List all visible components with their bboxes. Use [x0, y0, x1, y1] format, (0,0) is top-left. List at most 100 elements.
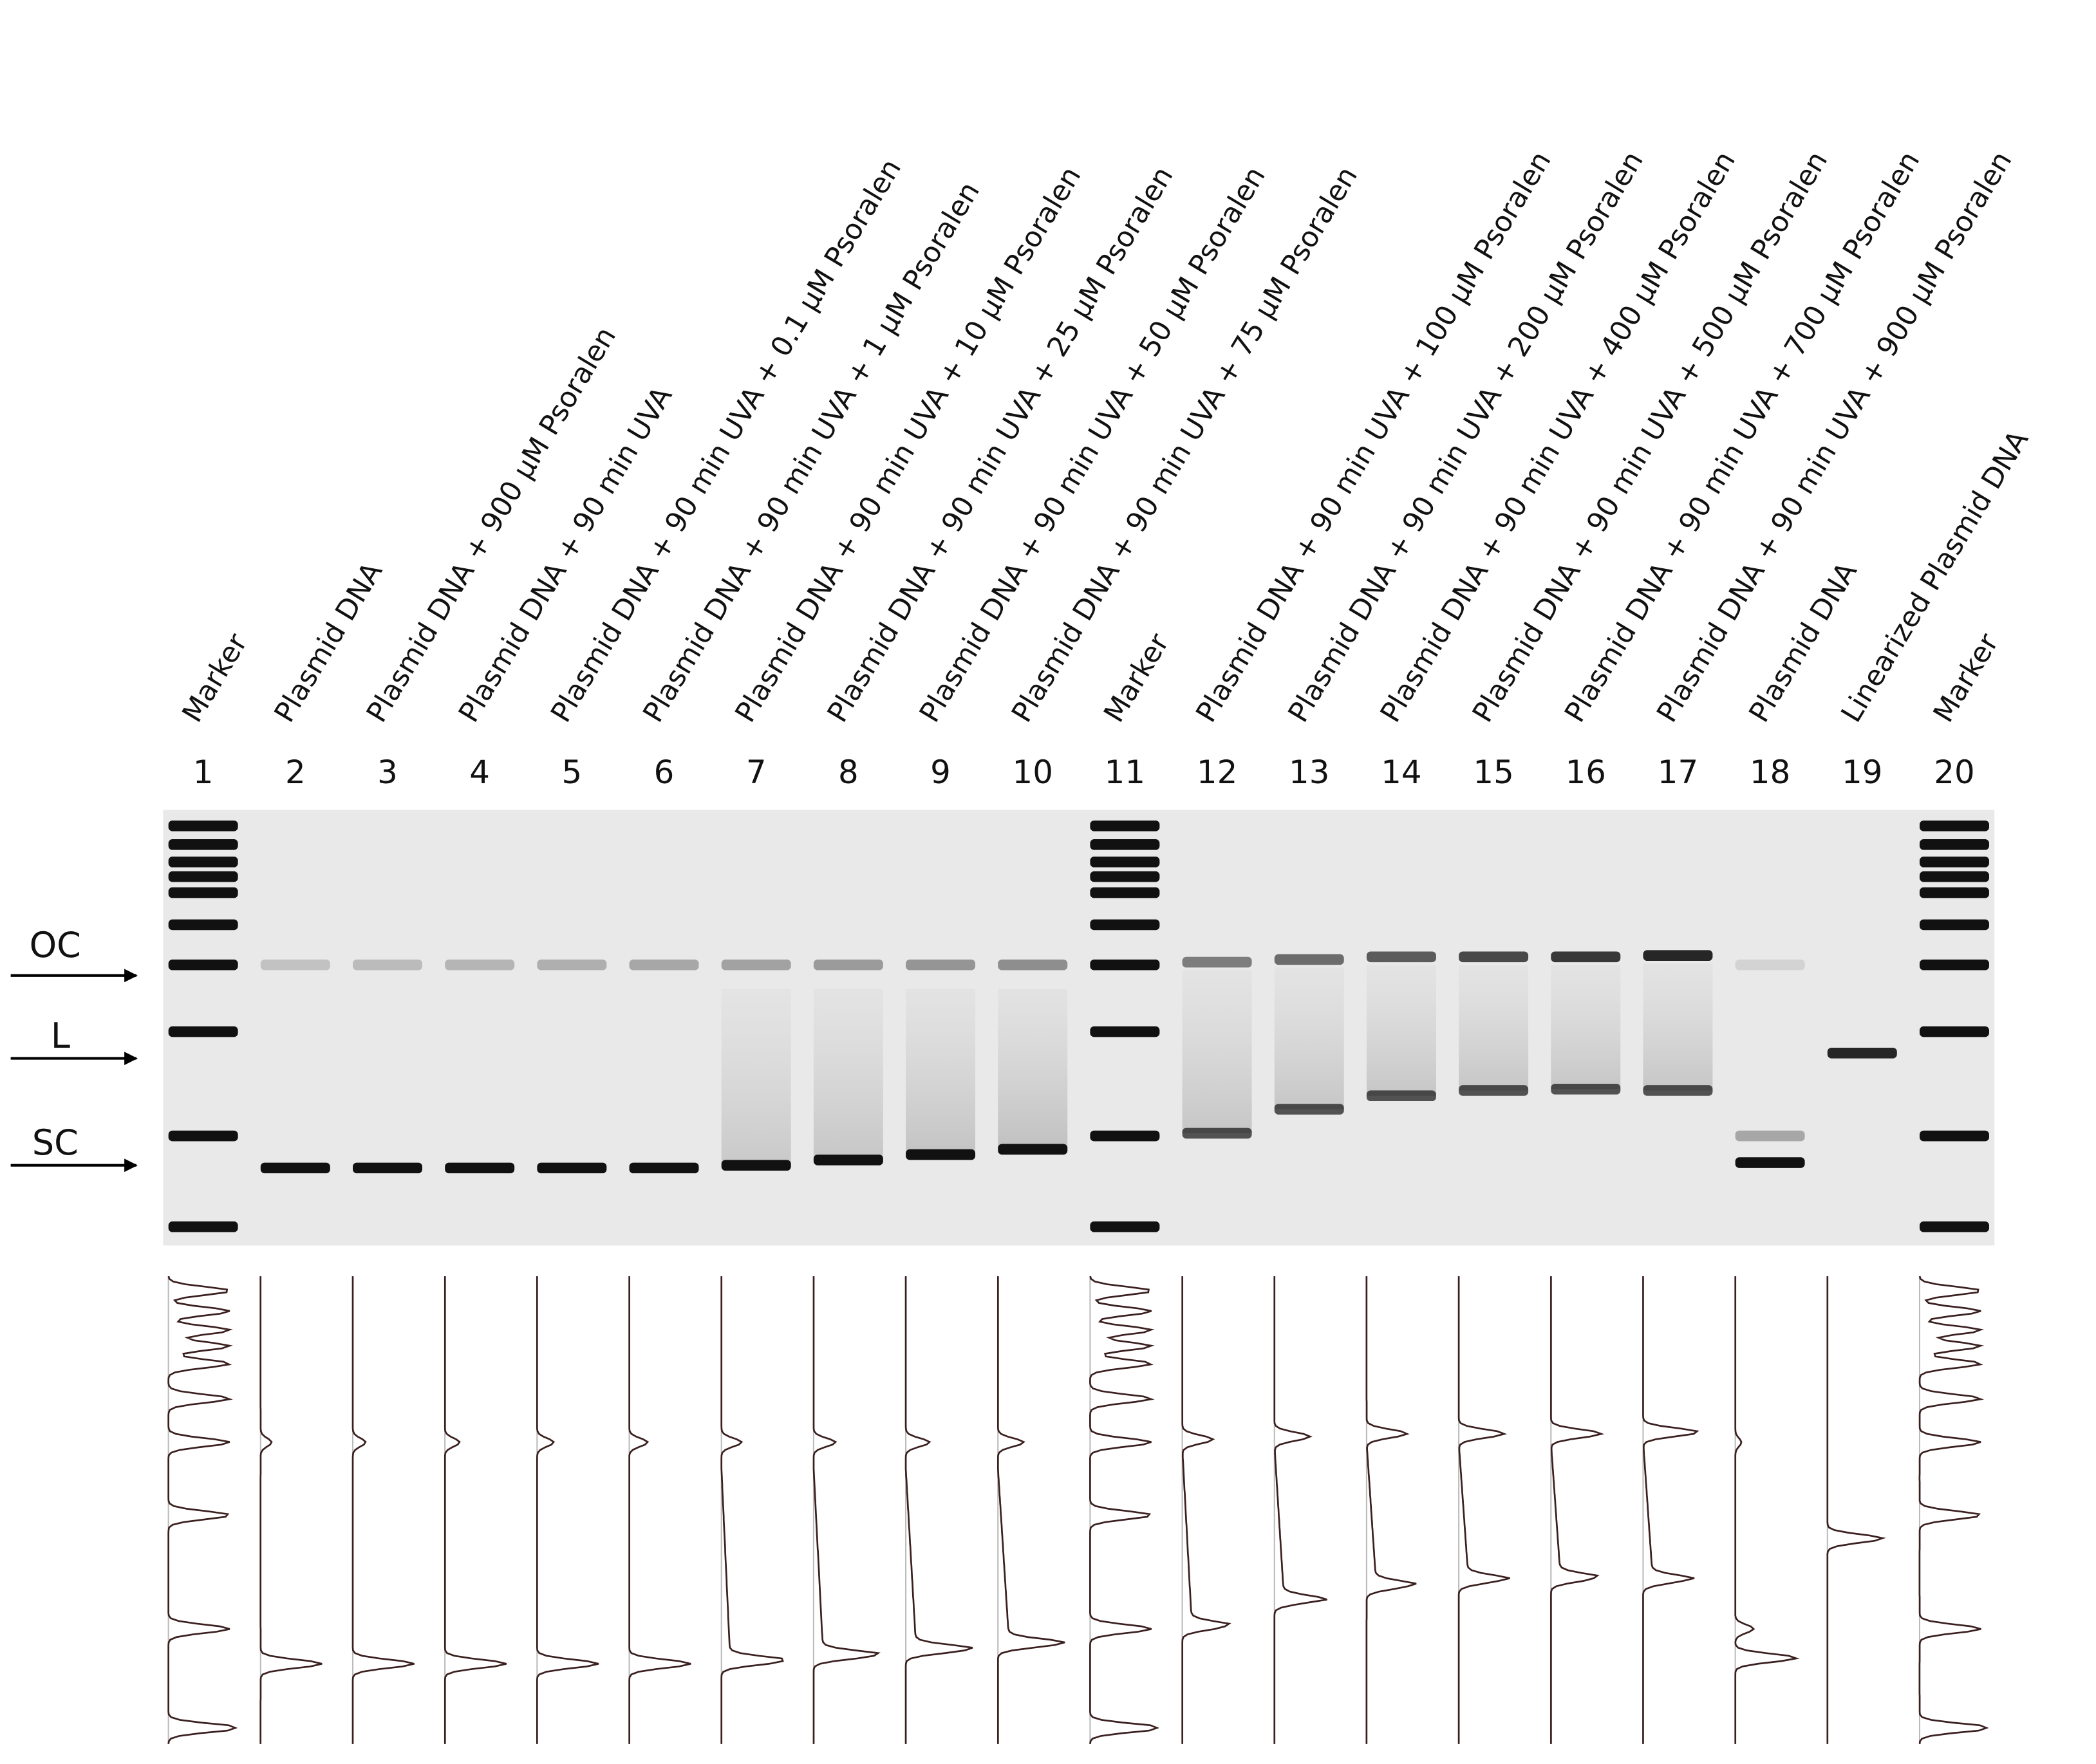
lane-number: 10: [1013, 754, 1053, 791]
band: [629, 959, 699, 970]
band: [1366, 951, 1436, 963]
band: [260, 959, 330, 970]
band: [445, 959, 515, 970]
lane-label: Marker: [1098, 628, 1176, 728]
band: [1919, 919, 1989, 931]
band: [1735, 1130, 1805, 1142]
lane-number: 14: [1381, 754, 1421, 791]
band: [168, 839, 238, 850]
lane-label: Plasmid DNA + 90 min UVA + 25 μM Psorale…: [821, 162, 1179, 729]
lane-number: 2: [285, 754, 306, 791]
lane-number: 13: [1289, 754, 1329, 791]
smear: [1182, 970, 1252, 1133]
band: [813, 1155, 883, 1165]
lane-label: Plasmid DNA + 90 min UVA + 75 μM Psorale…: [1006, 162, 1363, 729]
band: [1643, 1085, 1713, 1096]
band: [1090, 871, 1160, 882]
density-trace: [444, 1276, 507, 1744]
band: [168, 1130, 238, 1142]
band: [629, 1162, 699, 1174]
band: [906, 959, 976, 970]
lane-label: Plasmid DNA + 90 min UVA + 400 μM Psoral…: [1374, 146, 1742, 728]
lane-label: Plasmid DNA + 90 min UVA + 200 μM Psoral…: [1282, 146, 1650, 728]
lane-label: Linearized Plasmid DNA: [1835, 425, 2035, 729]
band: [168, 871, 238, 882]
band: [1182, 1128, 1252, 1139]
density-trace: [628, 1276, 691, 1744]
band: [1090, 857, 1160, 868]
lane-number: 6: [654, 754, 675, 791]
lane-number: 9: [930, 754, 951, 791]
band: [721, 1160, 791, 1171]
band: [168, 887, 238, 898]
density-trace: [1273, 1276, 1327, 1744]
band: [1643, 950, 1713, 961]
band: [1735, 959, 1805, 970]
lane-number: 3: [377, 754, 398, 791]
density-trace: [1089, 1276, 1160, 1745]
band: [168, 959, 238, 970]
lane-label: Plasmid DNA + 90 min UVA + 100 μM Psoral…: [1190, 146, 1558, 728]
lane-number: 1: [193, 754, 214, 791]
lane-number: 8: [838, 754, 859, 791]
lane-label: Marker: [1927, 628, 2005, 728]
smear: [1274, 967, 1344, 1109]
lane-label: Plasmid DNA + 90 min UVA + 900 μM Psoral…: [1651, 146, 2019, 728]
density-trace: [167, 1276, 238, 1745]
lane-label: Plasmid DNA + 90 min UVA + 700 μM Psoral…: [1559, 146, 1927, 728]
lane-number: 15: [1473, 754, 1513, 791]
density-trace: [1918, 1276, 1989, 1744]
lane-number: 16: [1566, 754, 1606, 791]
sc-label: SC: [32, 1122, 79, 1163]
smear: [721, 989, 791, 1165]
density-trace: [351, 1276, 415, 1744]
band: [1919, 820, 1989, 831]
band: [1090, 820, 1160, 831]
band: [1735, 1157, 1805, 1168]
band: [1919, 1130, 1989, 1142]
smear: [813, 989, 883, 1160]
band: [353, 959, 422, 970]
density-trace: [1826, 1276, 1886, 1744]
lane-number: 18: [1750, 754, 1790, 791]
band: [1366, 1090, 1436, 1102]
density-trace: [904, 1276, 973, 1744]
band: [1919, 959, 1989, 970]
density-trace: [259, 1276, 323, 1744]
density-trace: [1181, 1276, 1231, 1744]
band: [1090, 839, 1160, 850]
band: [1459, 1085, 1529, 1096]
band: [168, 820, 238, 831]
band: [168, 919, 238, 931]
smear: [1459, 965, 1529, 1091]
density-trace: [1734, 1276, 1800, 1744]
gel: [163, 810, 1995, 1246]
lane-number: 12: [1197, 754, 1237, 791]
band: [1919, 857, 1989, 868]
band: [1919, 1221, 1989, 1232]
l-label: L: [51, 1016, 70, 1056]
smear: [906, 989, 976, 1155]
marker-arrows: OC L SC: [10, 925, 138, 1173]
band: [1090, 1026, 1160, 1037]
band: [537, 1162, 607, 1174]
band: [1551, 951, 1621, 963]
band: [1090, 1130, 1160, 1142]
band: [1459, 951, 1529, 963]
band: [1919, 839, 1989, 850]
band: [998, 1144, 1068, 1155]
band: [353, 1162, 422, 1174]
lane-number: 17: [1658, 754, 1698, 791]
lane-number: 20: [1934, 754, 1974, 791]
band: [168, 1221, 238, 1232]
band: [445, 1162, 515, 1174]
density-trace: [1365, 1276, 1417, 1744]
lane-label: Plasmid DNA + 90 min UVA + 50 μM Psorale…: [913, 162, 1271, 729]
band: [721, 959, 791, 970]
density-trace: [1457, 1276, 1510, 1744]
band: [1274, 1104, 1344, 1115]
smear: [1551, 965, 1621, 1090]
band: [260, 1162, 330, 1174]
